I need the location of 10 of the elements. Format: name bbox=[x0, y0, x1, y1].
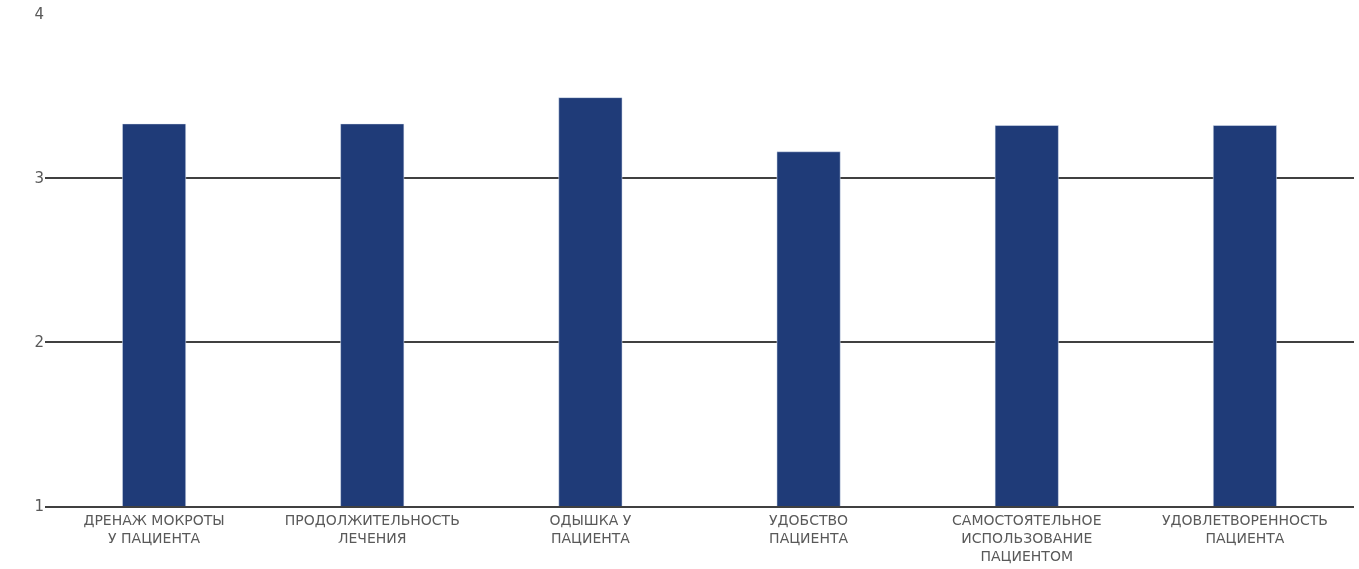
x-tick-label: ПРОДОЛЖИТЕЛЬНОСТЬ ЛЕЧЕНИЯ bbox=[284, 511, 460, 546]
x-tick-label: САМОСТОЯТЕЛЬНОЕ ИСПОЛЬЗОВАНИЕ ПАЦИЕНТОМ bbox=[952, 511, 1102, 564]
y-tick-label: 4 bbox=[34, 5, 44, 24]
y-tick-label: 2 bbox=[34, 333, 44, 352]
x-tick-label: ДРЕНАЖ МОКРОТЫ У ПАЦИЕНТА bbox=[83, 511, 225, 546]
x-tick-label: УДОБСТВО ПАЦИЕНТА bbox=[769, 511, 849, 546]
x-tick-label: УДОВЛЕТВОРЕННОСТЬ ПАЦИЕНТА bbox=[1161, 511, 1328, 546]
y-tick-label: 3 bbox=[34, 169, 44, 188]
y-tick-label: 1 bbox=[34, 497, 44, 516]
x-tick-label: ОДЫШКА У ПАЦИЕНТА bbox=[549, 511, 632, 546]
